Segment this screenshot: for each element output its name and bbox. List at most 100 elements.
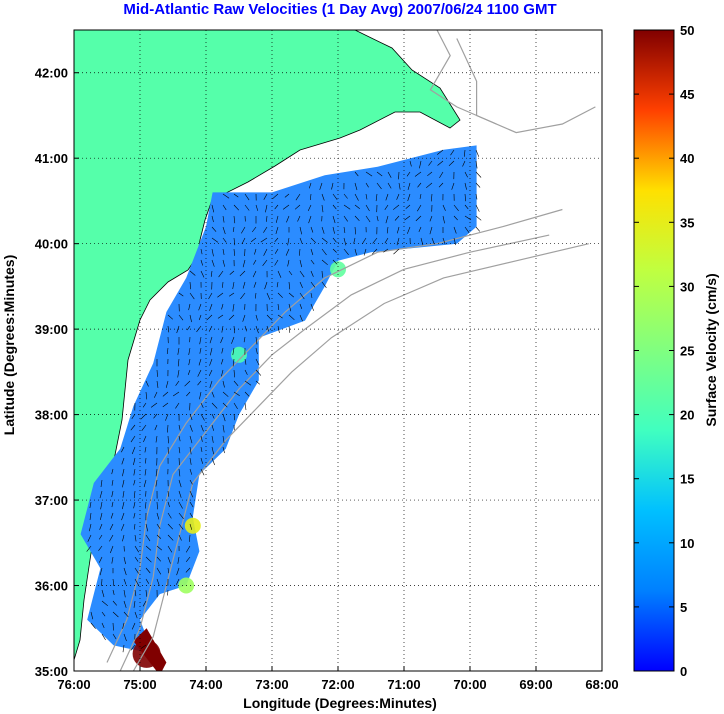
velocity-arrow <box>211 204 215 213</box>
velocity-arrow <box>145 534 151 542</box>
y-tick-label: 41:00 <box>35 151 68 166</box>
velocity-arrow <box>263 193 268 200</box>
velocity-arrow <box>299 226 302 235</box>
velocity-arrow <box>200 424 204 432</box>
velocity-arrow <box>131 622 136 630</box>
velocity-arrow <box>133 479 136 486</box>
velocity-arrow <box>464 149 466 157</box>
velocity-arrow <box>89 501 92 509</box>
velocity-arrow <box>110 512 114 519</box>
velocity-arrow <box>109 523 114 531</box>
velocity-arrow <box>134 545 139 553</box>
velocity-arrow <box>310 226 314 233</box>
grid-lines <box>74 30 602 671</box>
velocity-arrow <box>100 512 103 520</box>
velocity-arrow <box>332 215 336 224</box>
velocity-arrow <box>354 248 357 256</box>
velocity-arrow <box>321 237 328 243</box>
bathymetry-contour <box>456 38 596 134</box>
velocity-arrow <box>167 435 169 444</box>
velocity-arrow <box>156 369 158 377</box>
velocity-arrow <box>332 193 338 200</box>
velocity-arrow <box>343 226 346 234</box>
velocity-arrow <box>321 204 324 213</box>
velocity-arrow <box>252 270 257 278</box>
y-tick-label: 36:00 <box>35 579 68 594</box>
velocity-arrow <box>295 193 301 201</box>
velocity-arrow <box>167 556 171 564</box>
velocity-arrow <box>428 160 433 166</box>
velocity-arrow <box>475 149 480 157</box>
velocity-arrow <box>178 479 182 488</box>
velocity-arrow <box>354 193 359 201</box>
velocity-arrow <box>384 204 389 210</box>
velocity-arrow <box>288 325 291 333</box>
velocity-arrow <box>145 589 147 597</box>
velocity-arrow <box>343 193 348 199</box>
x-tick-label: 73:00 <box>255 677 288 692</box>
velocity-arrow <box>414 171 422 177</box>
velocity-arrow <box>178 314 184 321</box>
velocity-arrow <box>140 413 147 420</box>
velocity-arrow <box>133 512 136 519</box>
velocity-arrow <box>319 182 323 190</box>
velocity-arrow <box>90 611 94 620</box>
velocity-arrow <box>299 259 302 268</box>
velocity-arrow <box>177 556 180 564</box>
velocity-arrow <box>265 204 268 213</box>
velocity-arrow <box>167 567 170 574</box>
velocity-arrow <box>198 358 202 366</box>
velocity-arrow <box>407 193 411 202</box>
velocity-arrow <box>286 215 290 223</box>
velocity-arrow <box>200 457 203 464</box>
velocity-arrow <box>178 534 182 541</box>
velocity-arrow <box>417 204 422 212</box>
velocity-arrow <box>197 380 202 386</box>
velocity-arrow <box>453 226 457 234</box>
velocity-arrow <box>241 237 246 245</box>
velocity-arrow <box>244 402 247 411</box>
velocity-arrow <box>453 237 456 246</box>
velocity-arrow <box>310 259 315 265</box>
velocity-arrow <box>189 512 193 518</box>
velocity-arrow <box>475 193 478 200</box>
colorbar-tick-label: 25 <box>680 344 694 359</box>
velocity-arrow <box>123 611 129 618</box>
velocity-arrow <box>464 182 467 190</box>
velocity-arrow <box>429 226 433 235</box>
velocity-arrow <box>266 292 271 300</box>
velocity-arrow <box>222 215 225 223</box>
velocity-arrow <box>406 171 411 177</box>
velocity-arrow <box>353 237 356 244</box>
velocity-arrow <box>177 347 180 355</box>
velocity-arrow <box>244 193 250 201</box>
velocity-arrow <box>178 501 183 509</box>
velocity-arrow <box>275 226 279 234</box>
velocity-arrow <box>244 204 250 211</box>
x-axis-label: Longitude (Degrees:Minutes) <box>243 695 437 711</box>
velocity-arrow <box>189 424 193 432</box>
velocity-arrow <box>263 248 268 256</box>
velocity-arrow <box>419 160 422 169</box>
velocity-arrow <box>155 435 158 443</box>
velocity-arrow <box>354 204 360 209</box>
colorbar-tick-label: 40 <box>680 151 694 166</box>
velocity-arrow <box>361 237 367 245</box>
velocity-arrow <box>101 633 106 641</box>
velocity-arrow <box>365 171 373 177</box>
velocity-arrow <box>222 435 225 444</box>
velocity-arrow <box>321 281 327 288</box>
velocity-arrow <box>141 424 147 431</box>
colorbar-tick-label: 50 <box>680 23 694 38</box>
velocity-arrow <box>274 237 279 242</box>
velocity-arrow <box>121 457 125 465</box>
velocity-arrow <box>123 556 126 565</box>
velocity-arrow <box>123 600 127 608</box>
velocity-arrow <box>99 556 103 563</box>
velocity-arrow <box>145 380 149 387</box>
velocity-arrow <box>140 644 147 649</box>
velocity-arrow <box>134 534 137 542</box>
velocity-arrow <box>189 292 195 300</box>
velocity-arrow <box>184 380 191 387</box>
